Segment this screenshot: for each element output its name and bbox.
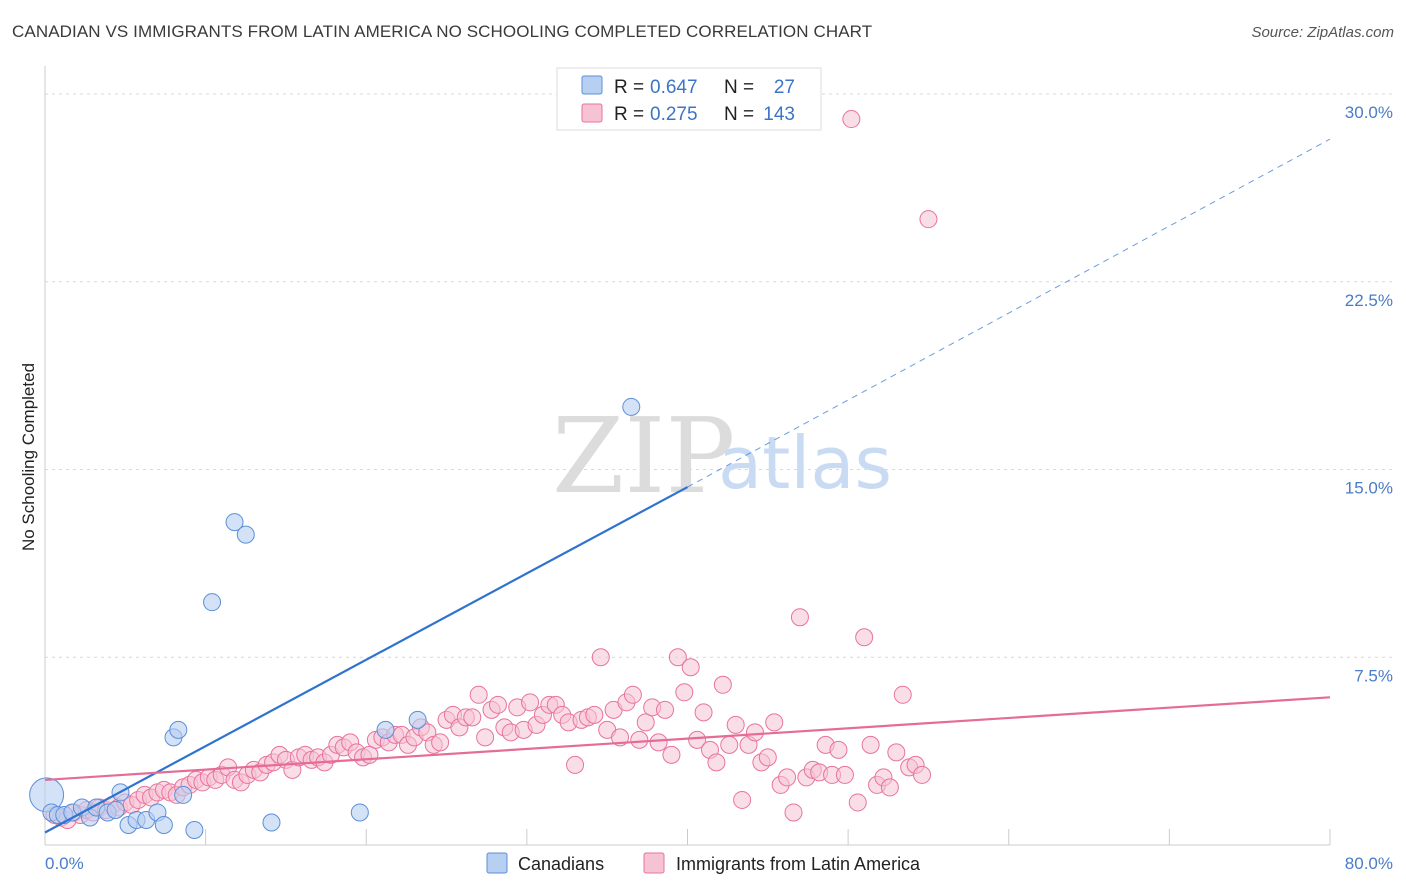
axes (44, 66, 1331, 846)
data-point-immigrants (591, 648, 610, 667)
trend-line-canadians-extension (687, 138, 1331, 488)
data-point-immigrants (893, 685, 912, 704)
watermark-atlas: atlas (718, 421, 892, 505)
data-point-immigrants (758, 748, 777, 767)
bottom-legend-immigrants-swatch (643, 852, 665, 874)
data-point-immigrants (521, 693, 540, 712)
data-point-immigrants (765, 713, 784, 732)
data-point-immigrants (720, 735, 739, 754)
legend-r-label-2: R = (614, 104, 644, 125)
data-point-canadians (203, 593, 222, 612)
data-point-canadians (262, 813, 281, 832)
series-canadians-points (29, 397, 641, 839)
data-point-immigrants (829, 740, 848, 759)
data-point-immigrants (778, 768, 797, 787)
data-point-immigrants (880, 778, 899, 797)
legend-immigrants-swatch (581, 103, 603, 123)
tick-labels: 7.5% 15.0% 22.5% 30.0% 0.0% 80.0% (45, 103, 1393, 873)
trend-line-canadians (44, 486, 689, 834)
data-point-immigrants (707, 753, 726, 772)
bottom-legend-canadians-swatch (486, 852, 508, 874)
data-point-immigrants (668, 648, 687, 667)
data-point-immigrants (848, 793, 867, 812)
data-point-immigrants (842, 110, 861, 129)
watermark-zip: ZIP (552, 395, 735, 517)
data-point-immigrants (630, 730, 649, 749)
data-point-immigrants (431, 733, 450, 752)
data-point-immigrants (463, 708, 482, 727)
data-point-immigrants (688, 730, 707, 749)
gridlines (45, 93, 1392, 658)
data-point-immigrants (636, 713, 655, 732)
chart-title: CANADIAN VS IMMIGRANTS FROM LATIN AMERIC… (12, 22, 873, 41)
data-point-immigrants (835, 765, 854, 784)
data-point-canadians (106, 800, 125, 819)
series-legend: Canadians Immigrants from Latin America (486, 852, 921, 874)
legend-canadians-swatch (581, 75, 603, 95)
data-point-immigrants (855, 628, 874, 647)
y-tick-label: 15.0% (1345, 479, 1393, 498)
data-point-immigrants (476, 728, 495, 747)
data-point-immigrants (861, 735, 880, 754)
bottom-legend-immigrants: Immigrants from Latin America (676, 854, 921, 874)
y-axis-label: No Schooling Completed (19, 363, 38, 551)
data-point-canadians (154, 815, 173, 834)
data-point-canadians (236, 525, 255, 544)
trend-line-immigrants (44, 696, 1331, 782)
data-point-immigrants (662, 745, 681, 764)
data-point-immigrants (919, 210, 938, 229)
correlation-legend: R = 0.647 N = 27 R = 0.275 N = 143 (556, 67, 822, 131)
data-point-immigrants (694, 703, 713, 722)
data-point-immigrants (733, 790, 752, 809)
data-point-immigrants (887, 743, 906, 762)
data-point-immigrants (745, 723, 764, 742)
x-tick-label-min: 0.0% (45, 854, 84, 873)
data-point-immigrants (656, 700, 675, 719)
source-label: Source: ZipAtlas.com (1251, 24, 1394, 41)
data-point-immigrants (675, 683, 694, 702)
data-point-canadians (174, 785, 193, 804)
data-point-immigrants (713, 675, 732, 694)
data-point-immigrants (790, 608, 809, 627)
data-point-canadians (350, 803, 369, 822)
legend-n-value-1: 27 (774, 77, 795, 98)
data-point-immigrants (913, 765, 932, 784)
data-point-immigrants (469, 685, 488, 704)
legend-n-label-1: N = (724, 77, 754, 98)
bottom-legend-canadians: Canadians (518, 854, 604, 874)
data-point-canadians (622, 397, 641, 416)
data-point-immigrants (649, 733, 668, 752)
trend-lines (44, 138, 1331, 834)
data-point-immigrants (360, 745, 379, 764)
data-point-immigrants (623, 685, 642, 704)
data-point-immigrants (585, 705, 604, 724)
legend-r-label-1: R = (614, 77, 644, 98)
data-point-canadians (408, 710, 427, 729)
data-point-canadians (376, 720, 395, 739)
legend-n-value-2: 143 (763, 104, 795, 125)
y-tick-label: 30.0% (1345, 103, 1393, 122)
data-point-canadians (225, 513, 244, 532)
x-tick-label-max: 80.0% (1345, 854, 1393, 873)
y-tick-label: 7.5% (1354, 666, 1393, 685)
data-point-immigrants (681, 658, 700, 677)
data-point-immigrants (488, 695, 507, 714)
data-point-immigrants (726, 715, 745, 734)
data-point-immigrants (566, 755, 585, 774)
data-point-immigrants (784, 803, 803, 822)
data-point-canadians (185, 820, 204, 839)
y-tick-label: 22.5% (1345, 291, 1393, 310)
data-point-canadians (169, 720, 188, 739)
legend-r-value-1: 0.647 (650, 77, 698, 98)
legend-n-label-2: N = (724, 104, 754, 125)
legend-r-value-2: 0.275 (650, 104, 698, 125)
